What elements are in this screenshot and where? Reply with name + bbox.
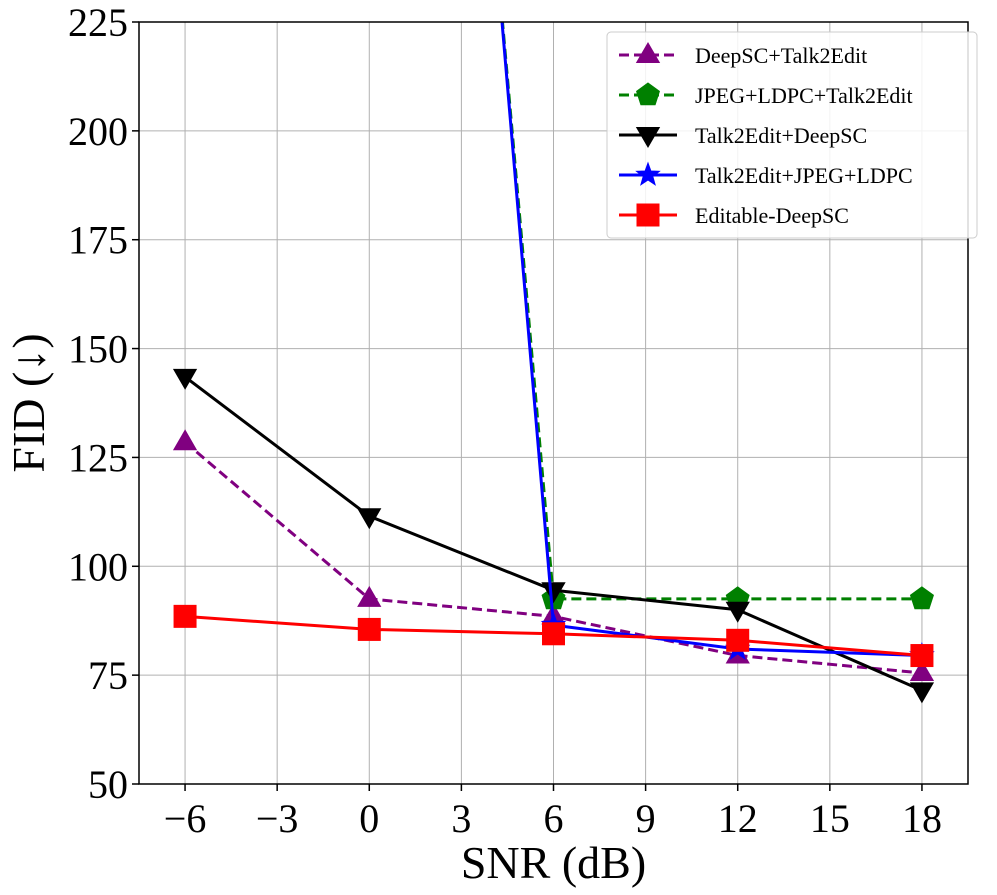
legend-item-jpeg-ldpc-talk2edit: JPEG+LDPC+Talk2Edit [619, 82, 913, 108]
legend-marker [635, 127, 661, 148]
series-talk2edit-deepsc [172, 368, 935, 704]
legend-item-talk2edit-deepsc: Talk2Edit+DeepSC [619, 123, 867, 148]
x-tick-label: −6 [164, 796, 207, 841]
x-tick-label: 0 [359, 796, 379, 841]
data-point-deepsc-talk2edit [909, 659, 935, 681]
x-axis-label: SNR (dB) [461, 837, 646, 888]
y-axis-label: FID (↓) [3, 333, 54, 472]
x-tick-label: 12 [718, 796, 758, 841]
data-point-talk2edit-deepsc [909, 682, 935, 704]
legend-marker [635, 42, 661, 63]
data-point-editable-deepsc [542, 622, 565, 646]
x-tick-label: 3 [451, 796, 471, 841]
y-tick-label: 50 [88, 762, 128, 807]
legend-marker [635, 161, 661, 186]
legend-box [606, 31, 978, 239]
x-tick-label: 15 [810, 796, 850, 841]
legend-label: DeepSC+Talk2Edit [695, 43, 867, 68]
legend-marker [636, 82, 660, 106]
y-tick-label: 225 [68, 0, 128, 45]
legend-item-talk2edit-jpeg-ldpc: Talk2Edit+JPEG+LDPC [619, 161, 913, 188]
data-point-talk2edit-deepsc [725, 601, 750, 623]
data-point-editable-deepsc [910, 644, 934, 668]
y-tick-label: 200 [68, 109, 128, 154]
data-point-deepsc-talk2edit [172, 429, 198, 451]
legend-label: Editable-DeepSC [695, 203, 849, 228]
legend-marker [636, 203, 660, 227]
x-tick-label: 9 [636, 796, 656, 841]
y-tick-label: 175 [68, 218, 128, 263]
series-editable-deepsc [173, 604, 934, 668]
data-point-talk2edit-deepsc [172, 368, 198, 390]
ticks: −6 −3 0 3 6 9 12 15 18 50 75 100 125 150 175 200 225 [68, 0, 942, 841]
y-tick-label: 100 [68, 544, 128, 589]
y-tick-label: 150 [68, 327, 128, 372]
x-tick-label: 6 [544, 796, 564, 841]
data-point-talk2edit-deepsc [357, 508, 382, 530]
y-tick-label: 75 [88, 653, 128, 698]
legend-label: Talk2Edit+DeepSC [695, 123, 867, 148]
series-layer [172, 22, 935, 704]
data-point-talk2edit-deepsc [541, 582, 566, 604]
data-point-editable-deepsc [173, 604, 197, 628]
y-tick-label: 125 [68, 435, 128, 480]
legend-item-editable-deepsc: Editable-DeepSC [619, 203, 849, 228]
x-tick-label: −3 [256, 796, 299, 841]
x-tick-label: 18 [902, 796, 942, 841]
data-point-jpeg-ldpc-talk2edit [909, 586, 934, 610]
data-point-editable-deepsc [726, 628, 750, 652]
legend-item-deepsc-talk2edit: DeepSC+Talk2Edit [619, 42, 867, 68]
data-point-deepsc-talk2edit [357, 585, 382, 607]
legend-label: Talk2Edit+JPEG+LDPC [695, 163, 913, 188]
legend: DeepSC+Talk2Edit JPEG+LDPC+Talk2Edit Talk2… [606, 31, 978, 239]
legend-label: JPEG+LDPC+Talk2Edit [695, 83, 913, 108]
data-point-editable-deepsc [357, 617, 381, 641]
